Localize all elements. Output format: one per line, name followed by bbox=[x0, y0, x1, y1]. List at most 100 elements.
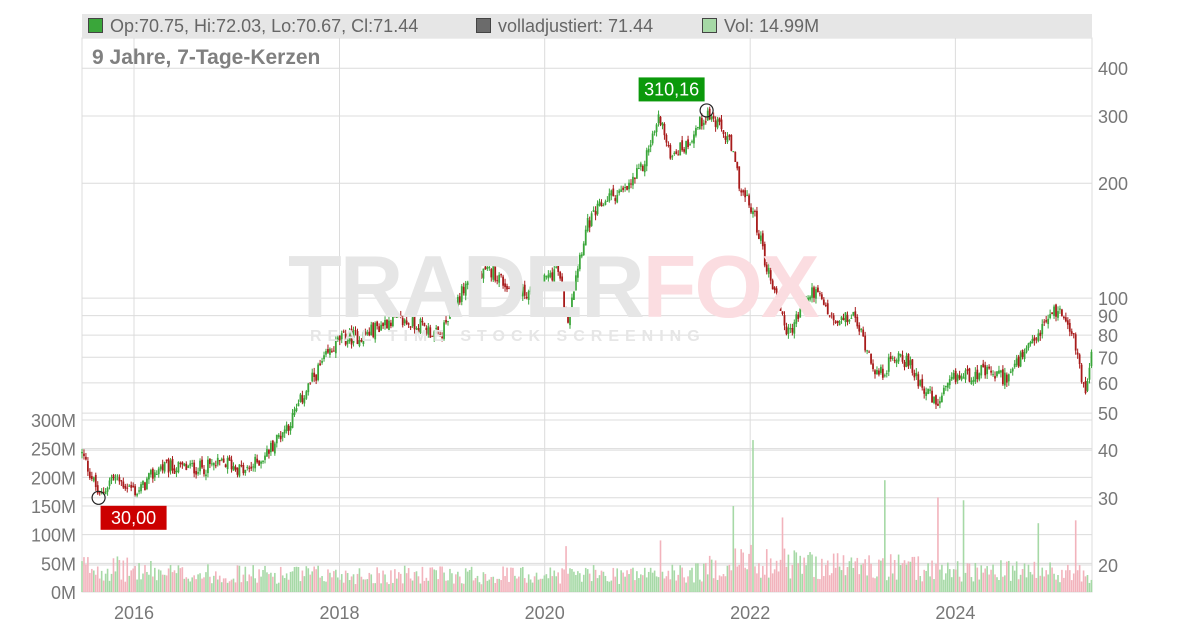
volume-bar bbox=[232, 578, 235, 592]
candle-body bbox=[226, 458, 229, 470]
volume-bar bbox=[246, 581, 249, 592]
candle-body bbox=[730, 135, 733, 151]
candle-body bbox=[746, 194, 748, 196]
volume-bar bbox=[976, 567, 979, 592]
volume-bar bbox=[781, 517, 784, 592]
volume-bar bbox=[392, 582, 394, 592]
volume-bar bbox=[1076, 570, 1079, 592]
candle-body bbox=[911, 359, 914, 373]
volume-bar bbox=[108, 580, 111, 592]
volume-bar bbox=[462, 583, 465, 592]
candle-body bbox=[657, 114, 660, 124]
volume-tick-label: 0M bbox=[51, 583, 76, 603]
candle-body bbox=[563, 289, 565, 311]
volume-bar bbox=[525, 582, 528, 592]
volume-bar bbox=[413, 572, 416, 592]
candle-body bbox=[218, 460, 221, 462]
candle-body bbox=[332, 350, 335, 352]
volume-bar bbox=[653, 570, 656, 592]
volume-bar bbox=[960, 581, 963, 592]
volume-bar bbox=[354, 584, 357, 592]
candle-body bbox=[279, 435, 282, 440]
volume-bar bbox=[966, 563, 969, 592]
volume-bar bbox=[352, 574, 355, 592]
candle-body bbox=[508, 287, 510, 289]
volume-bar bbox=[142, 573, 144, 592]
candle-body bbox=[663, 124, 666, 136]
volume-bar bbox=[657, 577, 660, 592]
volume-bar bbox=[913, 556, 916, 592]
volume-bar bbox=[636, 571, 638, 592]
candle-body bbox=[848, 319, 851, 322]
volume-bar bbox=[205, 572, 207, 592]
candle-body bbox=[317, 364, 320, 380]
volume-bar bbox=[862, 563, 864, 592]
volume-bar bbox=[199, 573, 201, 592]
candle-body bbox=[998, 370, 1000, 374]
volume-bar bbox=[453, 583, 455, 592]
volume-bar bbox=[459, 576, 461, 592]
volume-bar bbox=[83, 557, 85, 592]
volume-bar bbox=[500, 580, 502, 592]
candle-body bbox=[1051, 312, 1053, 314]
volume-bar bbox=[494, 582, 497, 592]
volume-bar bbox=[856, 557, 859, 592]
volume-bar bbox=[256, 582, 258, 592]
candle-body bbox=[148, 473, 150, 480]
candle-body bbox=[543, 274, 546, 288]
volume-bar bbox=[124, 581, 127, 592]
candle-body bbox=[1027, 343, 1030, 348]
volume-bar bbox=[203, 577, 205, 592]
candle-body bbox=[1035, 338, 1038, 340]
volume-bar bbox=[626, 570, 628, 592]
volume-bar bbox=[252, 565, 254, 592]
candle-body bbox=[142, 480, 144, 485]
chart-legend: Op:70.75, Hi:72.03, Lo:70.67, Cl:71.44 v… bbox=[82, 14, 1092, 38]
volume-bar bbox=[903, 560, 906, 592]
candle-body bbox=[391, 314, 394, 327]
volume-bar bbox=[268, 574, 270, 592]
volume-bar bbox=[490, 577, 493, 592]
candle-body bbox=[681, 140, 684, 151]
volume-bar bbox=[1007, 560, 1010, 592]
max-marker bbox=[699, 103, 714, 118]
candle-body bbox=[342, 331, 345, 333]
volume-bar bbox=[758, 563, 760, 592]
candle-body bbox=[854, 311, 857, 318]
volume-bar bbox=[577, 571, 579, 592]
volume-bar bbox=[242, 574, 245, 592]
candle-body bbox=[490, 269, 493, 278]
volume-bar bbox=[102, 580, 105, 592]
volume-bar bbox=[303, 576, 306, 592]
volume-bar bbox=[488, 579, 491, 592]
volume-bar bbox=[346, 573, 349, 592]
volume-bar bbox=[360, 576, 363, 592]
candle-body bbox=[321, 361, 323, 363]
candle-body bbox=[523, 284, 526, 296]
volume-bar bbox=[797, 563, 800, 592]
candle-body bbox=[915, 372, 918, 377]
candle-body bbox=[677, 154, 680, 156]
volume-bar bbox=[836, 553, 839, 592]
volume-bar bbox=[447, 580, 449, 592]
candle-body bbox=[403, 319, 406, 324]
candle-body bbox=[256, 458, 259, 463]
candle-body bbox=[950, 376, 953, 380]
candle-body bbox=[801, 304, 804, 309]
candle-body bbox=[811, 287, 813, 298]
candle-body bbox=[622, 187, 625, 190]
volume-bar bbox=[167, 568, 170, 592]
candle-body bbox=[433, 331, 436, 337]
candle-body bbox=[81, 451, 83, 454]
candle-body bbox=[872, 363, 874, 370]
candle-body bbox=[374, 322, 377, 340]
volume-bar bbox=[565, 546, 567, 592]
candle-body bbox=[521, 286, 524, 297]
volume-bar bbox=[138, 563, 140, 592]
volume-bar bbox=[569, 568, 571, 592]
candle-body bbox=[728, 134, 731, 137]
volume-bar bbox=[179, 568, 182, 592]
candle-body bbox=[1070, 331, 1073, 334]
volume-bar bbox=[702, 563, 705, 592]
candle-body bbox=[525, 296, 528, 299]
